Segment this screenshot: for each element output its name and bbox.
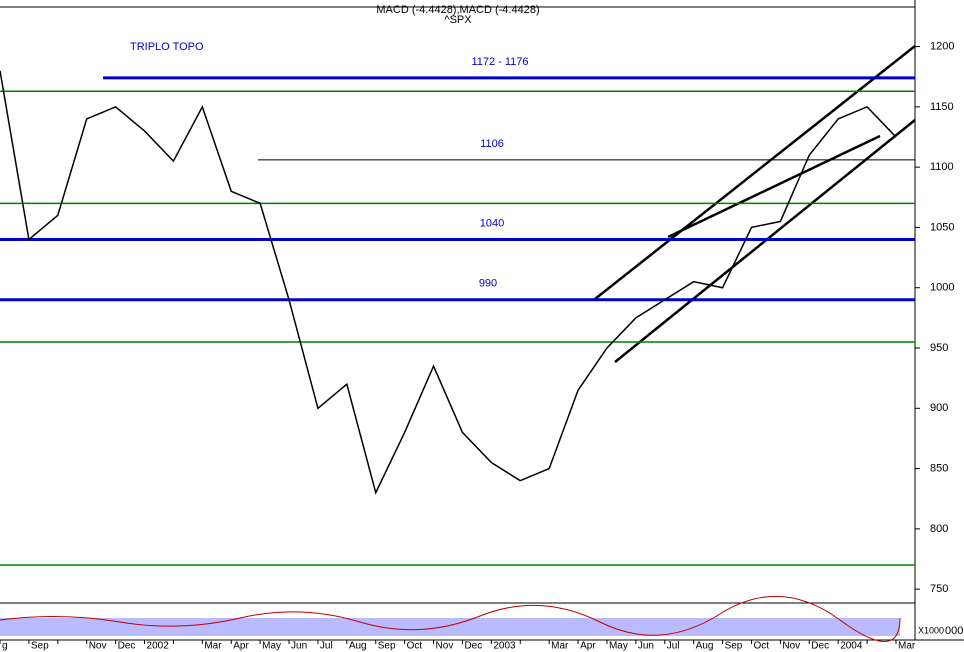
price-line xyxy=(0,70,897,495)
chart-title: ^SPX xyxy=(444,14,472,26)
x-tick-label: Dec xyxy=(118,641,136,652)
x-tick-label: Jul xyxy=(667,641,680,652)
level-label: 1040 xyxy=(480,217,504,229)
x-tick-label: Jun xyxy=(291,641,307,652)
x-tick-label: Sep xyxy=(31,641,49,652)
y-tick-label: 950 xyxy=(930,342,948,354)
x-tick-label: Mar xyxy=(204,641,222,652)
x-tick-label: May xyxy=(262,641,281,652)
y-tick-label: 750 xyxy=(930,583,948,595)
x-tick-label: Nov xyxy=(436,641,454,652)
x-tick-label: Aug xyxy=(349,641,367,652)
macd-curve xyxy=(0,596,901,642)
volume-band xyxy=(0,618,900,636)
x-tick-label: Apr xyxy=(580,641,596,652)
subtitle: MACD (-4.4428),MACD (-4.4428) xyxy=(376,4,539,16)
x-tick-label: 2002 xyxy=(147,641,170,652)
x-tick-label: 2004 xyxy=(840,641,863,652)
annotation: TRIPLO TOPO xyxy=(130,41,204,53)
x-tick-label: Nov xyxy=(89,641,107,652)
x-tick-label: Jul xyxy=(320,641,333,652)
x-tick-label: g xyxy=(2,641,8,652)
x-tick-label: Dec xyxy=(811,641,829,652)
x-tick-label: May xyxy=(609,641,628,652)
y-tick-label: 800 xyxy=(930,523,948,535)
x-tick-label: Sep xyxy=(725,641,743,652)
x-tick-label: Aug xyxy=(696,641,714,652)
x-tick-label: Sep xyxy=(378,641,396,652)
x-tick-label: Dec xyxy=(464,641,482,652)
x-tick-label: 2003 xyxy=(493,641,516,652)
y-tick-label: 900 xyxy=(930,402,948,414)
volume-unit: X1000 xyxy=(918,625,944,635)
x-tick-label: Jun xyxy=(638,641,654,652)
y-tick-label: 1100 xyxy=(930,161,954,173)
x-tick-label: Oct xyxy=(753,641,769,652)
level-label: 1106 xyxy=(480,138,504,150)
level-label: 990 xyxy=(479,278,497,290)
y-tick-label: 1150 xyxy=(930,101,954,113)
level-label: 1172 - 1176 xyxy=(471,56,528,68)
x-tick-label: Oct xyxy=(407,641,423,652)
volume-tick: 000 xyxy=(945,625,963,637)
y-tick-label: 1050 xyxy=(930,221,954,233)
x-tick-label: Mar xyxy=(898,641,916,652)
y-tick-label: 850 xyxy=(930,462,948,474)
x-tick-label: Apr xyxy=(233,641,249,652)
x-tick-label: Mar xyxy=(551,641,569,652)
x-tick-label: Nov xyxy=(782,641,800,652)
y-tick-label: 1000 xyxy=(930,282,954,294)
y-tick-label: 1200 xyxy=(930,40,954,52)
